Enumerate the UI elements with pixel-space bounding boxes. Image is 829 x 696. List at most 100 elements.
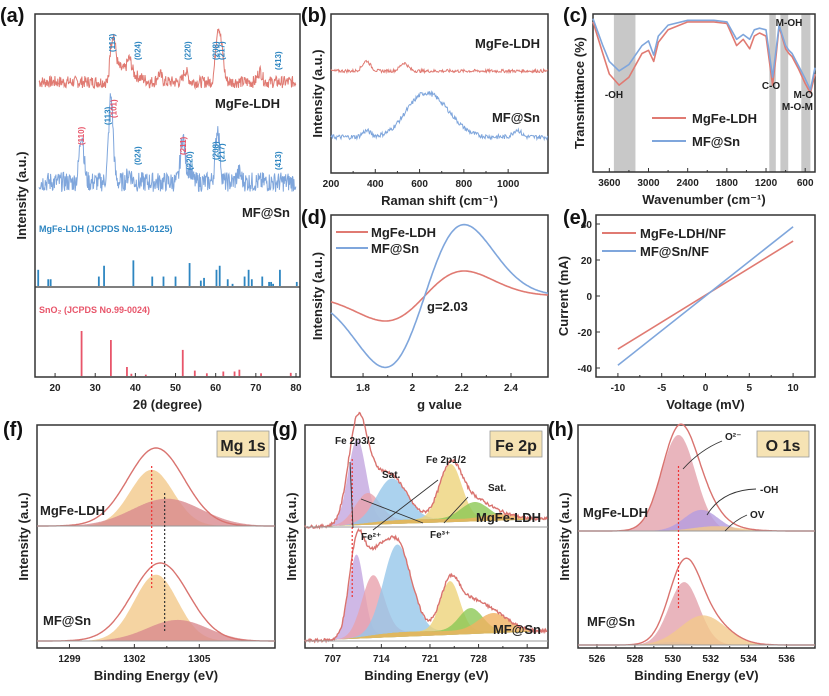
band-annotation: M-O-M — [782, 102, 813, 113]
series-label-0: MgFe-LDH — [476, 510, 541, 525]
x-tick-label-c: 1800 — [716, 178, 739, 189]
y-axis-label-c: Transmittance (%) — [572, 37, 587, 149]
fit-component-MgFe-LDH — [305, 464, 548, 527]
peak-label: (413) — [274, 51, 283, 70]
x-tick-label-a: 30 — [90, 383, 102, 394]
x-tick-label-b: 200 — [323, 179, 340, 190]
envelope-MgFe-LDH — [304, 411, 548, 530]
x-tick-label-b: 1000 — [497, 179, 520, 190]
iv-line-MF@Sn/NF — [617, 226, 794, 366]
ftir-line-MgFe-LDH — [592, 21, 816, 94]
series-label-0: MgFe-LDH — [583, 505, 648, 520]
panel-title-h: O 1s — [766, 438, 801, 455]
panel-label-h: (h) — [548, 419, 574, 441]
fit-component-MgFe-LDH — [37, 498, 275, 526]
fit-component-MgFe-LDH — [578, 526, 815, 531]
annotation-arrows — [349, 461, 469, 531]
highlight-band — [801, 14, 811, 172]
highlight-band — [613, 14, 636, 172]
x-tick-label-b: 800 — [456, 179, 473, 190]
ftir-line-MF@Sn — [592, 18, 816, 91]
peak-annotation: -OH — [760, 485, 778, 496]
y-tick-label-e: 0 — [586, 292, 592, 303]
fit-component-MgFe-LDH — [305, 478, 548, 527]
fit-component-MF@Sn — [305, 575, 548, 641]
highlight-band — [769, 14, 776, 172]
series-label-1: MF@Sn — [43, 613, 91, 628]
reference-label-ldh: MgFe-LDH (JCPDS No.15-0125) — [39, 224, 173, 234]
peak-label: (101) — [110, 99, 119, 118]
title-box-h — [756, 430, 810, 458]
x-tick-label-d: 2.2 — [455, 383, 469, 394]
g-value-annotation: g=2.03 — [427, 299, 468, 314]
fit-component-MgFe-LDH — [578, 509, 815, 531]
legend-label: MF@Sn/NF — [640, 244, 709, 259]
y-axis-label-f: Intensity (a.u.) — [16, 492, 31, 580]
series-label-mgfe-ldh: MgFe-LDH — [475, 36, 540, 51]
fit-component-MF@Sn — [305, 613, 548, 641]
xrd-line-MgFe-LDH — [38, 28, 297, 90]
fit-component-MF@Sn — [37, 619, 275, 641]
fit-component-MgFe-LDH — [305, 514, 548, 527]
x-tick-label-h: 530 — [664, 654, 681, 665]
series-label-1: MF@Sn — [587, 614, 635, 629]
legend-label: MgFe-LDH — [692, 111, 757, 126]
panel-label-e: (e) — [563, 207, 587, 229]
x-tick-label-b: 600 — [411, 179, 428, 190]
band-annotation: M-O — [794, 90, 814, 101]
fit-component-MgFe-LDH — [37, 469, 275, 526]
xrd-line-MF@Sn — [38, 93, 297, 193]
x-tick-label-g: 721 — [422, 654, 439, 665]
panel-label-d: (d) — [301, 207, 327, 229]
peak-annotation: O²⁻ — [725, 432, 741, 443]
x-tick-label-f: 1299 — [58, 654, 81, 665]
y-tick-label-e: 40 — [581, 220, 593, 231]
band-annotation: M-OH — [776, 18, 803, 29]
peak-annotation: Sat. — [488, 483, 507, 494]
panel-label-c: (c) — [563, 5, 587, 27]
x-tick-label-g: 714 — [373, 654, 390, 665]
x-axis-label-c: Wavenumber (cm⁻¹) — [642, 192, 765, 207]
plot-frame-b — [330, 13, 549, 174]
peak-label: (024) — [133, 146, 142, 165]
peak-label: (413) — [274, 151, 283, 170]
panel-label-a: (a) — [0, 5, 24, 27]
title-box-g — [489, 430, 543, 458]
plot-frame-g — [304, 424, 549, 649]
x-tick-label-c: 600 — [797, 178, 814, 189]
peak-annotation: Fe³⁺ — [430, 530, 450, 541]
envelope-MF@Sn — [304, 527, 548, 644]
x-tick-label-d: 2.4 — [504, 383, 518, 394]
raman-line-MgFe-LDH — [330, 59, 549, 75]
series-label-mf-sn: MF@Sn — [242, 205, 290, 220]
peak-label: (220) — [186, 151, 195, 170]
peak-annotation: OV — [750, 510, 765, 521]
band-annotation: -OH — [605, 90, 623, 101]
x-tick-label-a: 50 — [170, 383, 182, 394]
x-tick-label-e: -5 — [657, 383, 666, 394]
x-tick-label-c: 2400 — [677, 178, 700, 189]
plot-frame-c — [592, 13, 816, 173]
y-axis-label-a: Intensity (a.u.) — [14, 151, 29, 239]
fit-component-MF@Sn — [37, 574, 275, 641]
panel-title-f: Mg 1s — [220, 438, 265, 455]
legend-label: MF@Sn — [692, 134, 740, 149]
legend-label: MF@Sn — [371, 241, 419, 256]
fit-component-MF@Sn — [578, 615, 815, 645]
peak-label: (208) — [212, 141, 221, 160]
x-tick-label-g: 735 — [519, 654, 536, 665]
peak-label: (113) — [103, 106, 112, 125]
x-axis-label-h: Binding Energy (eV) — [634, 668, 758, 683]
peak-annotation: Fe²⁺ — [361, 532, 381, 543]
x-axis-label-e: Voltage (mV) — [666, 397, 745, 412]
x-tick-label-e: -10 — [611, 383, 626, 394]
peak-annotation: Fe 2p1/2 — [426, 455, 466, 466]
plot-frame-h — [577, 424, 816, 649]
x-tick-label-h: 528 — [627, 654, 644, 665]
x-tick-label-d: 1.8 — [356, 383, 370, 394]
x-tick-label-f: 1302 — [123, 654, 146, 665]
envelope-MgFe-LDH — [37, 447, 275, 527]
highlight-band — [780, 14, 789, 172]
peak-annotation: Fe 2p3/2 — [335, 436, 375, 447]
